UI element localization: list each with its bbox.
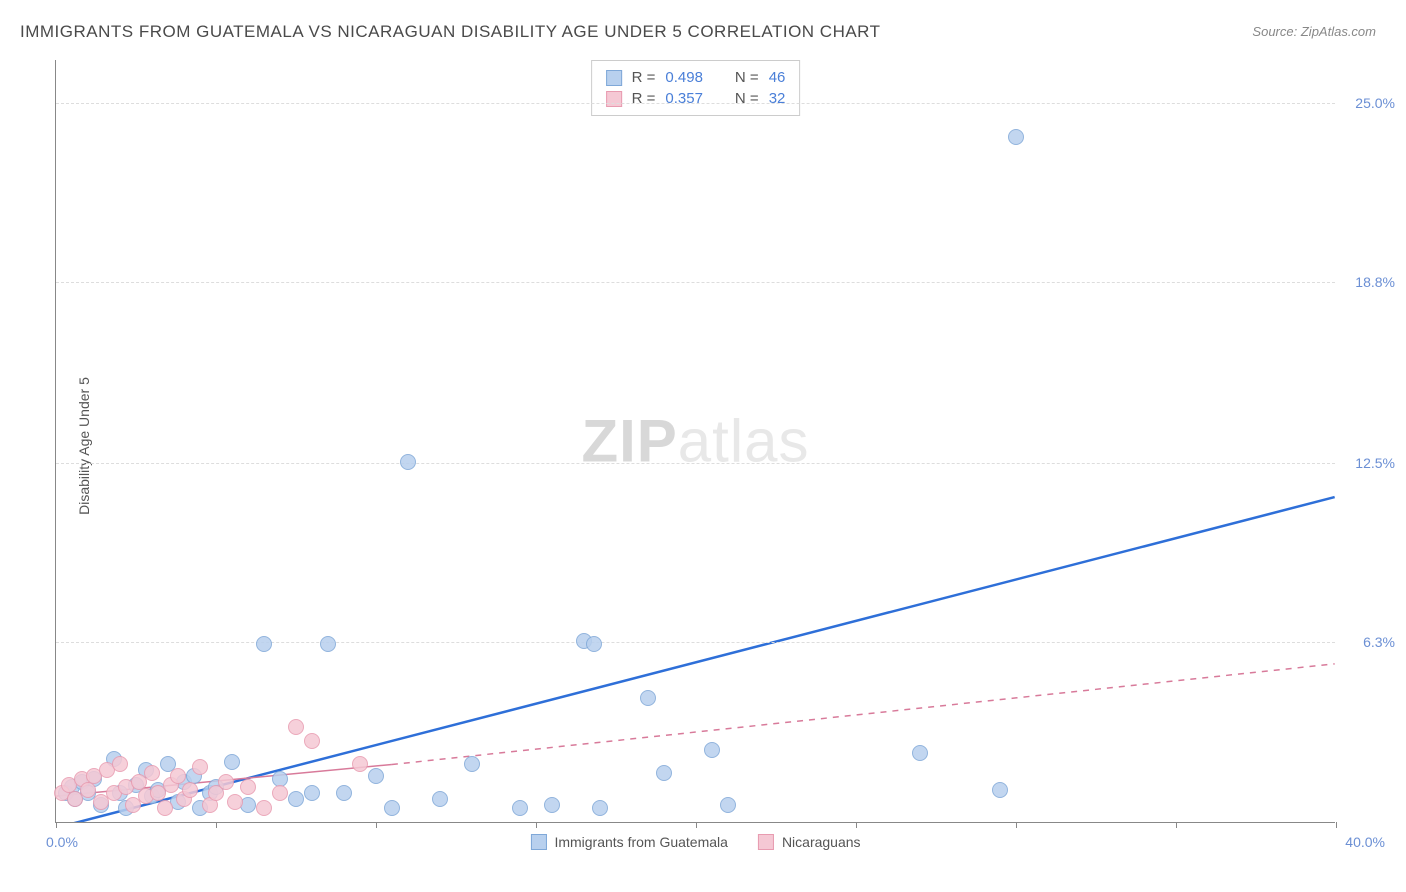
scatter-point [288, 791, 304, 807]
scatter-point [224, 754, 240, 770]
source-attribution: Source: ZipAtlas.com [1252, 24, 1376, 39]
legend-item-pink: Nicaraguans [758, 834, 861, 850]
stats-r-blue: 0.498 [665, 69, 703, 86]
scatter-point [144, 765, 160, 781]
scatter-point [218, 774, 234, 790]
grid-line [56, 282, 1335, 283]
y-tick-label: 25.0% [1355, 95, 1395, 111]
scatter-point [992, 782, 1008, 798]
y-tick-label: 18.8% [1355, 274, 1395, 290]
x-axis-max-label: 40.0% [1345, 834, 1385, 850]
scatter-point [400, 454, 416, 470]
legend-swatch-pink [758, 834, 774, 850]
grid-line [56, 642, 1335, 643]
scatter-point [592, 800, 608, 816]
scatter-point [1008, 129, 1024, 145]
stats-r-pink: 0.357 [665, 90, 703, 107]
scatter-point [182, 782, 198, 798]
x-tick [856, 822, 857, 828]
bottom-legend: Immigrants from Guatemala Nicaraguans [530, 834, 860, 850]
x-tick [1336, 822, 1337, 828]
x-tick [1176, 822, 1177, 828]
scatter-point [512, 800, 528, 816]
chart-title: IMMIGRANTS FROM GUATEMALA VS NICARAGUAN … [20, 22, 881, 42]
stats-n-label-2: N = [735, 90, 759, 107]
legend-label-blue: Immigrants from Guatemala [554, 834, 728, 850]
source-value: ZipAtlas.com [1301, 24, 1376, 39]
scatter-point [320, 636, 336, 652]
scatter-point [464, 756, 480, 772]
scatter-point [352, 756, 368, 772]
stats-row-pink: R = 0.357 N = 32 [606, 88, 786, 109]
scatter-point [170, 768, 186, 784]
stats-r-label-2: R = [632, 90, 656, 107]
scatter-point [640, 690, 656, 706]
trend-lines [56, 60, 1335, 822]
x-tick [376, 822, 377, 828]
scatter-point [720, 797, 736, 813]
legend-swatch-blue [530, 834, 546, 850]
watermark-bold: ZIP [581, 408, 677, 475]
scatter-point [704, 742, 720, 758]
scatter-point [240, 779, 256, 795]
x-tick [536, 822, 537, 828]
scatter-point [304, 733, 320, 749]
stats-n-label: N = [735, 69, 759, 86]
grid-line [56, 463, 1335, 464]
legend-label-pink: Nicaraguans [782, 834, 861, 850]
scatter-point [272, 785, 288, 801]
scatter-point [256, 800, 272, 816]
source-label: Source: [1252, 24, 1297, 39]
chart-container: IMMIGRANTS FROM GUATEMALA VS NICARAGUAN … [0, 0, 1406, 892]
x-axis-min-label: 0.0% [46, 834, 78, 850]
stats-n-pink: 32 [769, 90, 786, 107]
stats-row-blue: R = 0.498 N = 46 [606, 67, 786, 88]
scatter-point [656, 765, 672, 781]
y-tick-label: 12.5% [1355, 455, 1395, 471]
plot-area: ZIPatlas R = 0.498 N = 46 R = 0.357 N = … [55, 60, 1335, 823]
y-tick-label: 6.3% [1363, 634, 1395, 650]
scatter-point [586, 636, 602, 652]
scatter-point [304, 785, 320, 801]
scatter-point [336, 785, 352, 801]
scatter-point [544, 797, 560, 813]
scatter-point [256, 636, 272, 652]
x-tick [56, 822, 57, 828]
scatter-point [384, 800, 400, 816]
scatter-point [192, 759, 208, 775]
scatter-point [432, 791, 448, 807]
scatter-point [288, 719, 304, 735]
stats-swatch-blue [606, 70, 622, 86]
x-tick [696, 822, 697, 828]
x-tick [1016, 822, 1017, 828]
scatter-point [157, 800, 173, 816]
scatter-point [912, 745, 928, 761]
scatter-point [112, 756, 128, 772]
watermark-light: atlas [678, 408, 810, 475]
grid-line [56, 103, 1335, 104]
watermark: ZIPatlas [581, 407, 809, 476]
stats-r-label: R = [632, 69, 656, 86]
stats-n-blue: 46 [769, 69, 786, 86]
legend-item-blue: Immigrants from Guatemala [530, 834, 728, 850]
scatter-point [227, 794, 243, 810]
scatter-point [368, 768, 384, 784]
x-tick [216, 822, 217, 828]
stats-box: R = 0.498 N = 46 R = 0.357 N = 32 [591, 60, 801, 116]
